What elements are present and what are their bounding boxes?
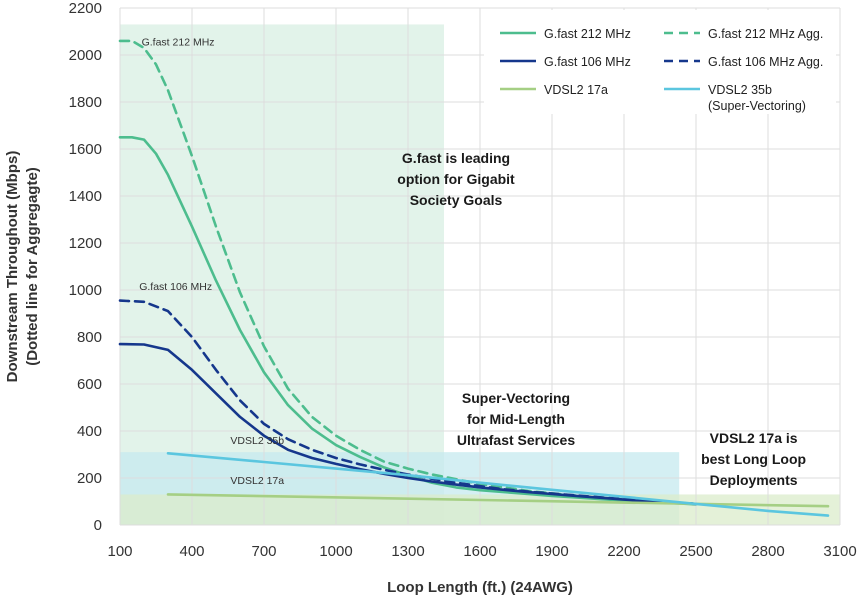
y-tick-label: 1400 (69, 188, 102, 205)
y-tick-label: 800 (77, 329, 102, 346)
region-vdsl2-17a-text: best Long Loop (701, 451, 806, 467)
y-tick-label: 1000 (69, 282, 102, 299)
region-super-vectoring-text: Ultrafast Services (457, 432, 576, 448)
y-tick-label: 400 (77, 423, 102, 440)
y-axis-title: Downstream Throughout (Mbps) (Dotted line… (4, 151, 41, 383)
region-vdsl2-17a-text: Deployments (710, 472, 798, 488)
y-tick-label: 2000 (69, 47, 102, 64)
x-tick-label: 3100 (823, 543, 856, 560)
series-line-g-fast-212-mhz-agg (118, 39, 698, 506)
region-vdsl2-17a-text: VDSL2 17a is (710, 430, 798, 446)
series-line-g-fast-212-mhz (118, 136, 698, 506)
region-super-vectoring-text: for Mid-Length (467, 411, 565, 427)
region-gfast (120, 24, 444, 525)
x-tick-label: 100 (107, 543, 132, 560)
legend-label: G.fast 212 MHz Agg. (708, 27, 823, 41)
region-super-vectoring-text: Super-Vectoring (462, 390, 570, 406)
x-tick-label: 1300 (391, 543, 424, 560)
legend-label: (Super-Vectoring) (708, 99, 806, 113)
x-tick-label: 1600 (463, 543, 496, 560)
curve-label: VDSL2 17a (230, 475, 284, 487)
x-tick-label: 1900 (535, 543, 568, 560)
y-tick-label: 600 (77, 376, 102, 393)
legend-label: G.fast 212 MHz (544, 27, 631, 41)
x-tick-label: 700 (251, 543, 276, 560)
curve-label: G.fast 106 MHz (139, 281, 212, 293)
y-tick-label: 1200 (69, 235, 102, 252)
y-tick-label: 1600 (69, 141, 102, 158)
curve-label: VDSL2 35b (230, 435, 284, 447)
region-gfast-text: Society Goals (410, 192, 503, 208)
x-axis-title: Loop Length (ft.) (24AWG) (387, 579, 573, 596)
legend-label: VDSL2 35b (708, 83, 772, 97)
legend-label: G.fast 106 MHz (544, 55, 631, 69)
y-axis-title-line: Downstream Throughout (Mbps) (4, 151, 21, 383)
legend-label: VDSL2 17a (544, 83, 608, 97)
y-tick-label: 1800 (69, 94, 102, 111)
y-tick-label: 200 (77, 470, 102, 487)
legend-label: G.fast 106 MHz Agg. (708, 55, 823, 69)
legend-box (484, 10, 836, 114)
x-tick-label: 1000 (319, 543, 352, 560)
series-line-vdsl2-35b-super-vectoring (166, 452, 830, 517)
series-line-vdsl2-17a (166, 493, 830, 508)
region-gfast-text: G.fast is leading (402, 150, 510, 166)
x-tick-label: 2800 (751, 543, 784, 560)
x-tick-label: 2200 (607, 543, 640, 560)
y-axis-title-line: (Dotted line for Aggregagte) (24, 167, 41, 366)
y-tick-label: 0 (94, 517, 102, 534)
region-gfast-text: option for Gigabit (397, 171, 515, 187)
y-tick-label: 2200 (69, 0, 102, 17)
curve-label: G.fast 212 MHz (142, 37, 215, 49)
x-tick-label: 2500 (679, 543, 712, 560)
x-tick-label: 400 (179, 543, 204, 560)
